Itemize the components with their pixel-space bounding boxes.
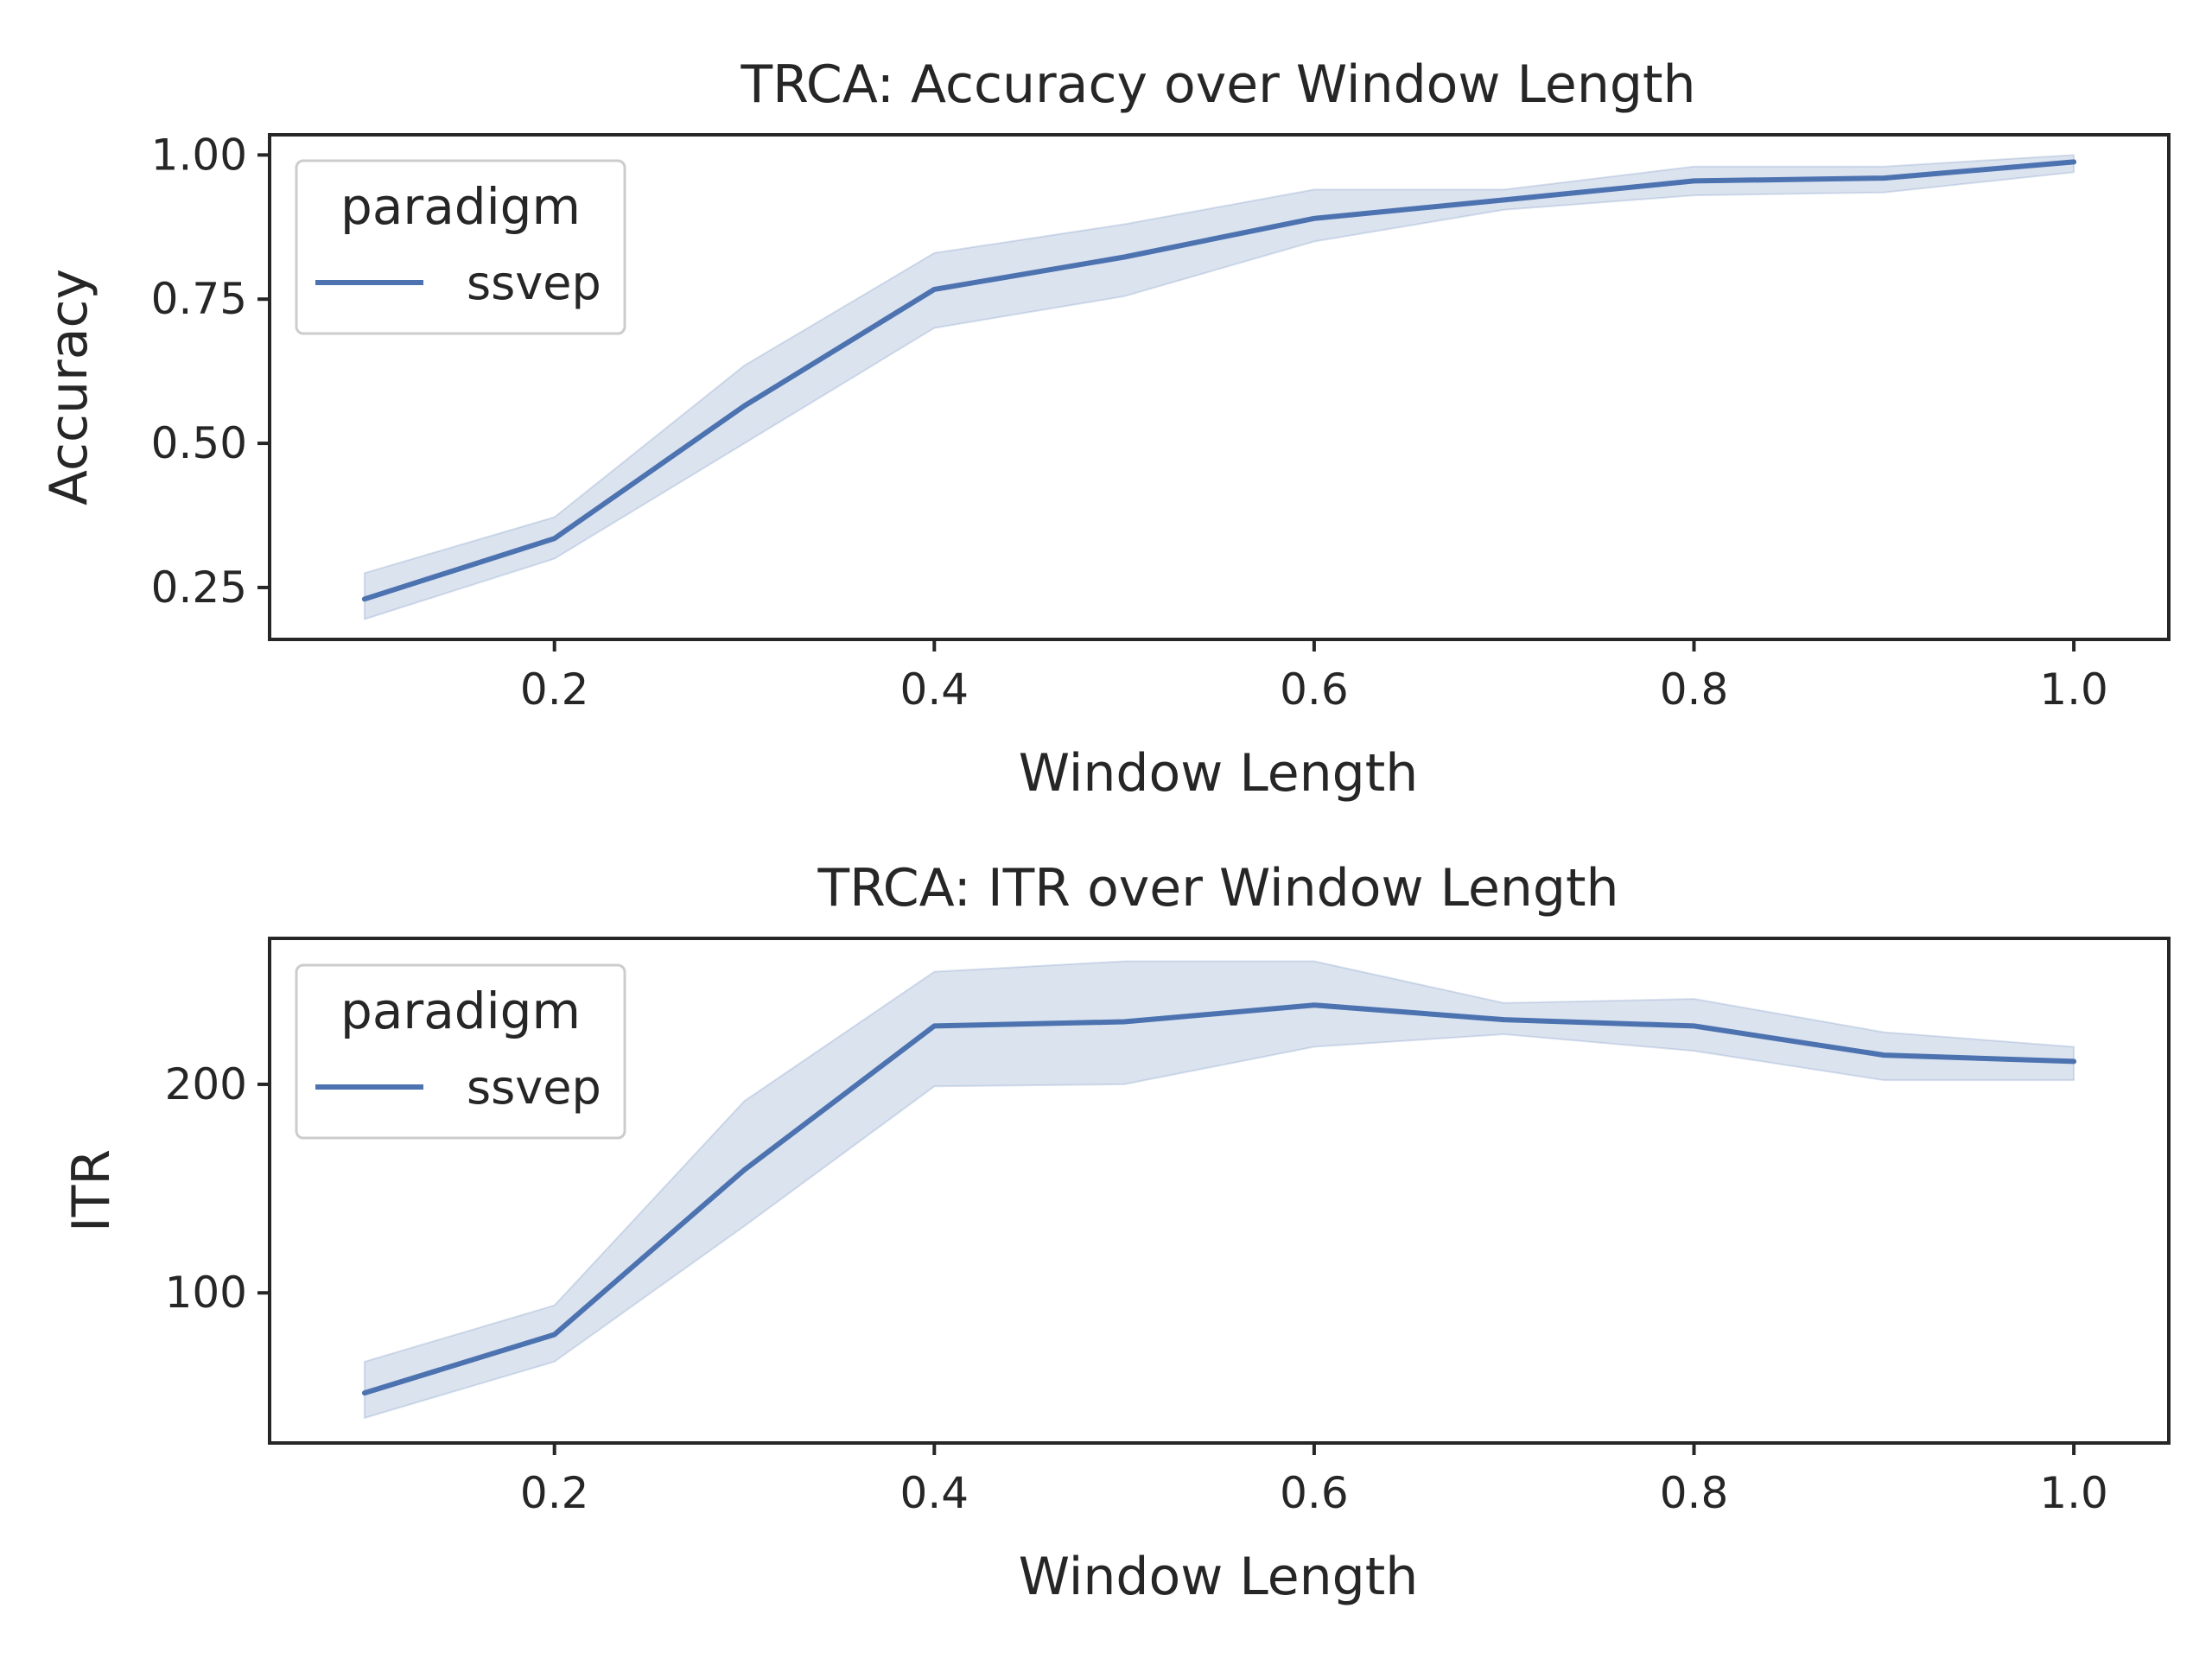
x-tick-label: 1.0: [2039, 1468, 2108, 1518]
itr-chart: TRCA: ITR over Window Length Window Leng…: [61, 858, 2171, 1607]
series-line-layer: [361, 1002, 2077, 1396]
y-tick-label: 0.50: [151, 418, 247, 468]
tick-layer: 0.2 0.4 0.6 0.8 1.0 0.25 0.50 0.75 1.00: [151, 130, 2108, 715]
plot-frame: [268, 937, 2171, 1445]
series-line-ssvep: [361, 159, 2077, 602]
legend-label-ssvep: ssvep: [467, 1060, 601, 1115]
x-tick-label: 0.8: [1660, 664, 1729, 715]
y-tick-label: 0.75: [151, 274, 247, 324]
x-tick-label: 0.2: [520, 1468, 589, 1518]
x-tick-label: 0.8: [1660, 1468, 1729, 1518]
x-axis-label: Window Length: [1019, 1547, 1419, 1607]
legend-box: [295, 963, 626, 1140]
y-tick-label: 0.25: [151, 563, 247, 613]
y-tick-label: 200: [165, 1059, 247, 1109]
x-tick-label: 0.4: [900, 1468, 969, 1518]
x-axis-label: Window Length: [1019, 743, 1419, 804]
chart-title: TRCA: Accuracy over Window Length: [741, 54, 1696, 115]
y-tick-label: 100: [165, 1268, 247, 1318]
series-line-layer: [361, 159, 2077, 602]
x-tick-label: 0.6: [1280, 1468, 1349, 1518]
legend-label-ssvep: ssvep: [467, 256, 601, 310]
legend: paradigm ssvep: [295, 159, 626, 335]
confidence-band-layer: [363, 960, 2075, 1420]
legend-title: paradigm: [340, 177, 581, 236]
accuracy-chart: TRCA: Accuracy over Window Length Window…: [39, 54, 2171, 804]
plot-frame: [268, 133, 2171, 641]
confidence-band: [363, 960, 2075, 1420]
x-tick-label: 0.2: [520, 664, 589, 715]
series-line-ssvep: [361, 1002, 2077, 1396]
y-tick-label: 1.00: [151, 130, 247, 180]
confidence-band: [363, 154, 2075, 620]
tick-layer: 0.2 0.4 0.6 0.8 1.0 100 200: [165, 1059, 2108, 1518]
x-tick-label: 0.4: [900, 664, 969, 715]
legend: paradigm ssvep: [295, 963, 626, 1140]
x-tick-label: 0.6: [1280, 664, 1349, 715]
chart-title: TRCA: ITR over Window Length: [817, 858, 1618, 918]
y-axis-label: Accuracy: [39, 269, 99, 505]
confidence-band-layer: [363, 154, 2075, 620]
legend-box: [295, 159, 626, 335]
y-axis-label: ITR: [61, 1149, 122, 1232]
legend-title: paradigm: [340, 982, 581, 1040]
x-tick-label: 1.0: [2039, 664, 2108, 715]
